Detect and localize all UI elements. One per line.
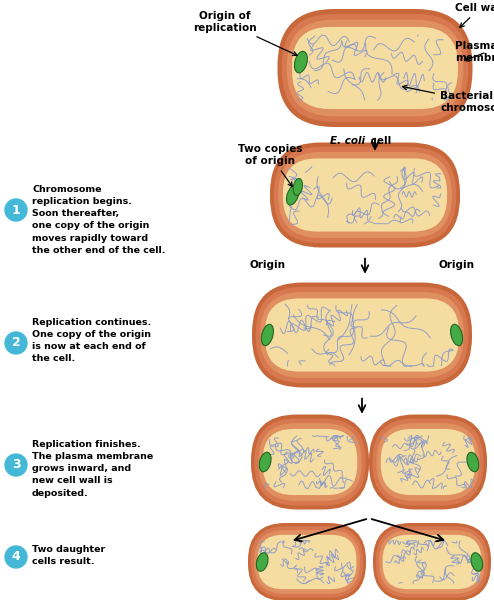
FancyBboxPatch shape xyxy=(265,298,459,371)
Ellipse shape xyxy=(287,185,299,205)
FancyBboxPatch shape xyxy=(278,152,452,238)
Ellipse shape xyxy=(261,324,273,346)
Text: Replication continues.
One copy of the origin
is now at each end of
the cell.: Replication continues. One copy of the o… xyxy=(32,318,151,364)
FancyBboxPatch shape xyxy=(287,20,463,116)
FancyBboxPatch shape xyxy=(372,418,484,506)
FancyBboxPatch shape xyxy=(270,142,460,247)
FancyBboxPatch shape xyxy=(383,535,481,589)
Ellipse shape xyxy=(467,452,479,472)
Text: E. coli: E. coli xyxy=(330,136,365,146)
FancyBboxPatch shape xyxy=(373,523,491,600)
Circle shape xyxy=(5,546,27,568)
FancyBboxPatch shape xyxy=(292,27,458,109)
Text: 4: 4 xyxy=(12,551,20,563)
Ellipse shape xyxy=(256,553,268,571)
FancyBboxPatch shape xyxy=(254,418,366,506)
Text: Origin of
replication: Origin of replication xyxy=(193,11,297,55)
FancyBboxPatch shape xyxy=(381,429,475,495)
Ellipse shape xyxy=(294,52,307,73)
Text: 3: 3 xyxy=(12,458,20,472)
Text: Origin: Origin xyxy=(439,260,475,269)
FancyBboxPatch shape xyxy=(254,530,360,594)
FancyBboxPatch shape xyxy=(252,283,472,388)
Text: Origin: Origin xyxy=(249,260,286,269)
Text: Chromosome
replication begins.
Soon thereafter,
one copy of the origin
moves rap: Chromosome replication begins. Soon ther… xyxy=(32,185,165,255)
Text: 1: 1 xyxy=(12,203,20,217)
Text: Two daughter
cells result.: Two daughter cells result. xyxy=(32,545,105,566)
Ellipse shape xyxy=(259,452,271,472)
Circle shape xyxy=(5,454,27,476)
FancyBboxPatch shape xyxy=(376,423,480,501)
FancyBboxPatch shape xyxy=(260,292,464,378)
FancyBboxPatch shape xyxy=(379,530,485,594)
Ellipse shape xyxy=(293,179,302,196)
Text: Replication finishes.
The plasma membrane
grows inward, and
new cell wall is
dep: Replication finishes. The plasma membran… xyxy=(32,440,153,497)
Circle shape xyxy=(5,199,27,221)
Text: 2: 2 xyxy=(12,337,20,349)
Ellipse shape xyxy=(471,553,483,571)
Text: Bacterial
chromosome: Bacterial chromosome xyxy=(403,85,494,113)
FancyBboxPatch shape xyxy=(282,14,468,122)
FancyBboxPatch shape xyxy=(376,526,488,598)
Circle shape xyxy=(5,332,27,354)
FancyBboxPatch shape xyxy=(278,9,472,127)
FancyBboxPatch shape xyxy=(251,415,369,509)
FancyBboxPatch shape xyxy=(263,429,357,495)
Ellipse shape xyxy=(451,324,462,346)
Text: cell: cell xyxy=(367,136,392,146)
FancyBboxPatch shape xyxy=(274,147,456,243)
FancyBboxPatch shape xyxy=(258,535,356,589)
FancyBboxPatch shape xyxy=(251,526,363,598)
FancyBboxPatch shape xyxy=(256,287,468,383)
FancyBboxPatch shape xyxy=(283,158,447,232)
FancyBboxPatch shape xyxy=(258,423,362,501)
FancyBboxPatch shape xyxy=(369,415,487,509)
FancyBboxPatch shape xyxy=(248,523,366,600)
Text: Two copies
of origin: Two copies of origin xyxy=(238,144,302,187)
Text: Cell wall: Cell wall xyxy=(455,3,494,28)
Text: Plasma
membrane: Plasma membrane xyxy=(455,41,494,63)
